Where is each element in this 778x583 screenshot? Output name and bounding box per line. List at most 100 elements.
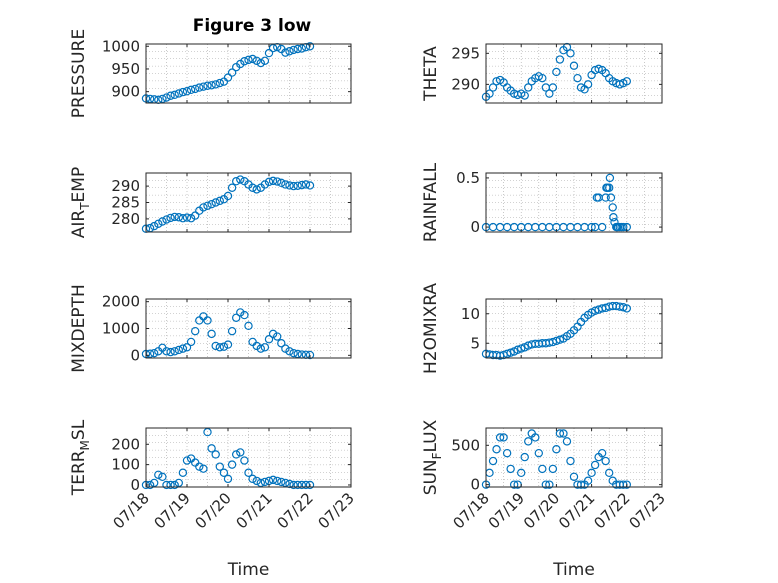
data-point — [597, 222, 607, 232]
data-point — [199, 82, 208, 91]
data-point — [244, 468, 253, 477]
data-point — [289, 348, 298, 358]
data-point — [182, 213, 192, 222]
y-axis-label: RAINFALL — [421, 162, 441, 242]
data-point — [548, 83, 558, 92]
data-point — [223, 73, 233, 82]
chart-panel-mixdepth: 0 1000 2000 MIXDEPTH — [69, 284, 352, 373]
data-point — [289, 181, 298, 191]
data-point — [545, 89, 554, 98]
data-point — [162, 93, 171, 102]
x-tick-label: 07/19 — [485, 489, 528, 532]
data-point — [236, 308, 245, 317]
y-axis-label-suffix: LUX — [421, 419, 441, 452]
data-point — [190, 84, 200, 94]
data-point — [207, 444, 216, 453]
data-point — [305, 42, 315, 51]
data-point — [566, 49, 575, 58]
axes-box — [145, 427, 352, 488]
y-tick-label: 100 — [111, 456, 140, 474]
y-tick-label: 290 — [111, 177, 140, 195]
y-tick-label: 295 — [451, 44, 480, 62]
data-point — [203, 316, 212, 325]
y-tick-label: 10 — [461, 305, 480, 323]
data-point — [215, 78, 224, 88]
data-point — [154, 470, 163, 479]
data-point — [499, 433, 508, 442]
data-point — [182, 343, 192, 352]
data-point — [285, 347, 294, 356]
data-point — [244, 321, 253, 331]
data-point — [573, 73, 582, 83]
data-point — [223, 474, 233, 484]
data-point — [154, 219, 163, 229]
data-point — [170, 212, 179, 222]
data-point — [178, 468, 188, 477]
data-point — [244, 55, 253, 65]
data-point — [215, 196, 224, 206]
data-point — [293, 181, 302, 190]
data-point — [186, 337, 196, 347]
y-axis-label: AIRTEMP — [69, 167, 92, 238]
data-point — [182, 86, 192, 96]
data-point — [149, 221, 159, 231]
data-point — [506, 464, 515, 474]
x-tick-label: 07/18 — [110, 489, 153, 532]
data-point — [293, 44, 302, 54]
data-point — [256, 344, 265, 353]
data-point — [538, 464, 547, 474]
data-point — [219, 468, 229, 477]
data-point — [524, 437, 533, 446]
data-point — [149, 348, 159, 358]
data-point — [285, 479, 294, 489]
data-point — [608, 203, 617, 212]
y-axis-label-main: MIXDEPTH — [69, 284, 89, 373]
y-tick-label: 290 — [451, 75, 480, 93]
data-point — [277, 339, 286, 348]
data-point — [223, 191, 233, 201]
data-point — [207, 81, 216, 90]
data-point — [166, 213, 175, 223]
data-point — [305, 350, 315, 360]
y-tick-label: 500 — [451, 436, 480, 454]
x-axis-label: Time — [227, 560, 270, 580]
data-point — [285, 181, 294, 190]
data-point — [264, 48, 274, 58]
data-point — [248, 54, 257, 64]
x-tick-label: 07/20 — [520, 489, 563, 532]
data-point — [264, 335, 274, 344]
data-point — [207, 199, 216, 209]
data-point — [502, 448, 512, 458]
data-point — [281, 48, 290, 57]
data-point — [289, 45, 298, 55]
data-point — [297, 44, 306, 53]
y-tick-label: 0.5 — [456, 169, 480, 187]
data-point — [305, 181, 315, 190]
figure-title: Figure 3 low — [193, 16, 312, 36]
data-point — [583, 80, 593, 89]
data-point — [252, 56, 261, 65]
data-point — [548, 464, 558, 474]
chart-panel-pressure: 900 950 1000 PRESSURE — [69, 29, 352, 118]
y-tick-label: 285 — [111, 194, 140, 212]
data-point — [174, 213, 183, 222]
data-point — [252, 185, 261, 194]
data-point — [231, 176, 241, 186]
y-axis-label-main: THETA — [421, 46, 441, 102]
data-point — [240, 310, 249, 320]
x-tick-label: 07/21 — [233, 489, 276, 532]
data-point — [215, 343, 224, 352]
data-point — [215, 462, 224, 471]
data-point — [619, 222, 628, 232]
x-tick-label: 07/21 — [555, 489, 598, 532]
data-point — [277, 178, 286, 188]
data-point — [219, 342, 229, 351]
data-point — [559, 429, 568, 438]
data-point — [268, 475, 278, 485]
data-point — [569, 472, 579, 481]
x-tick-label: 07/23 — [626, 489, 669, 532]
data-point — [268, 176, 278, 186]
axes-box — [485, 298, 663, 359]
